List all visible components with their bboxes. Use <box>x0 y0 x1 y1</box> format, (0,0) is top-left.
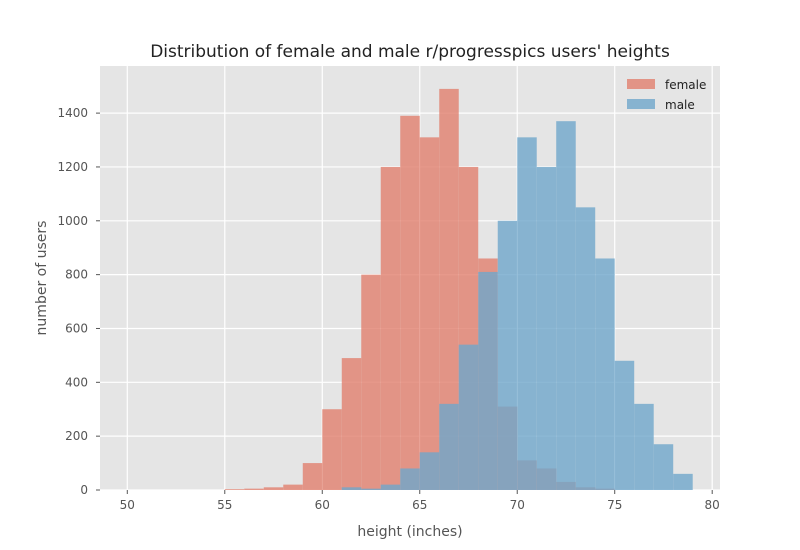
histogram-bar-male <box>439 403 459 490</box>
histogram-bar-female <box>361 274 381 490</box>
x-tick-label: 50 <box>120 498 135 512</box>
histogram-bar-male <box>634 403 654 490</box>
histogram-bar-female <box>263 487 284 490</box>
chart-title: Distribution of female and male r/progre… <box>150 42 670 62</box>
histogram-bar-female <box>400 115 420 491</box>
y-axis-label: number of users <box>34 221 50 336</box>
histogram-bar-male <box>458 344 479 490</box>
histogram-bar-male <box>673 473 693 490</box>
histogram-bar-female <box>419 137 440 491</box>
histogram-bar-male <box>653 444 674 490</box>
histogram-bar-female <box>224 489 245 490</box>
legend-swatch-female <box>627 79 655 89</box>
x-tick-label: 60 <box>315 498 330 512</box>
histogram-bars <box>224 88 693 491</box>
histogram-bar-female <box>283 484 303 490</box>
y-tick-label: 400 <box>65 375 88 389</box>
legend: female male <box>627 78 706 112</box>
legend-label-male: male <box>665 98 695 112</box>
y-tick-label: 0 <box>80 483 88 497</box>
x-tick-label: 70 <box>510 498 525 512</box>
histogram-bar-male <box>595 258 615 490</box>
histogram-bar-male <box>556 121 576 490</box>
histogram-bar-male <box>575 207 596 491</box>
x-tick-label: 80 <box>705 498 720 512</box>
legend-label-female: female <box>665 78 706 92</box>
histogram-bar-female <box>380 166 401 490</box>
histogram-bar-male <box>361 488 381 490</box>
y-tick-label: 1200 <box>57 160 88 174</box>
histogram-bar-female <box>244 488 264 490</box>
y-tick-label: 1400 <box>57 106 88 120</box>
x-tick-label: 55 <box>217 498 232 512</box>
y-tick-label: 200 <box>65 429 88 443</box>
histogram-bar-female <box>439 88 459 490</box>
legend-swatch-male <box>627 99 655 109</box>
histogram-bar-male <box>497 220 518 491</box>
x-tick-label: 65 <box>412 498 427 512</box>
y-tick-label: 1000 <box>57 214 88 228</box>
histogram-bar-male <box>419 452 440 490</box>
histogram-bar-male <box>517 137 537 491</box>
histogram-bar-female <box>302 463 323 490</box>
histogram-bar-female <box>322 409 342 490</box>
histogram-bar-male <box>536 166 557 490</box>
histogram-bar-male <box>380 484 401 490</box>
y-tick-label: 800 <box>65 268 88 282</box>
histogram-bar-male <box>614 360 635 490</box>
histogram-bar-female <box>341 358 362 490</box>
histogram-bar-male <box>341 487 362 490</box>
y-tick-label: 600 <box>65 321 88 335</box>
x-tick-label: 75 <box>607 498 622 512</box>
histogram-bar-male <box>478 271 498 490</box>
histogram-bar-male <box>400 468 420 490</box>
x-axis-label: height (inches) <box>357 524 462 540</box>
